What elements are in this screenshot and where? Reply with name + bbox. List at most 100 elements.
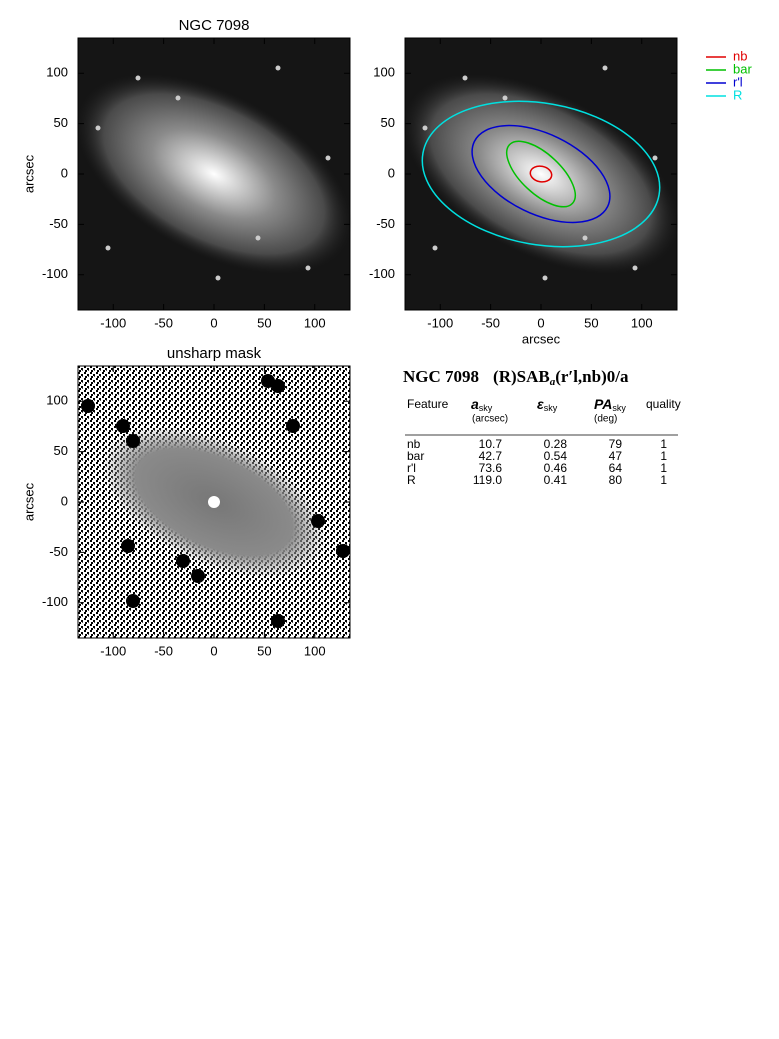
star: [95, 125, 101, 131]
table-cell: 80: [609, 473, 623, 487]
table-cell: 0.54: [544, 449, 568, 463]
table-header: quality: [646, 397, 681, 411]
table-cell: 1: [660, 461, 667, 475]
panel-title: NGC 7098: [179, 17, 250, 34]
star: [286, 419, 300, 433]
header-main: ε: [537, 396, 544, 412]
title-part: a: [550, 376, 556, 388]
star: [176, 554, 190, 568]
star: [215, 275, 221, 281]
y-tick-label: 100: [46, 393, 68, 408]
title-part: (R)SAB: [493, 367, 550, 386]
table-title: NGC 7098 (R)SABa(r′l,nb)0/a: [403, 367, 629, 388]
table-cell: 47: [609, 449, 623, 463]
star: [116, 419, 130, 433]
x-tick-label: 50: [584, 315, 598, 330]
header-main: Feature: [407, 397, 449, 411]
star: [462, 75, 468, 81]
y-tick-label: -100: [42, 594, 68, 609]
star: [255, 235, 261, 241]
feature-ellipse: [421, 100, 661, 248]
star: [325, 155, 331, 161]
header-sub: sky: [612, 403, 626, 413]
table-header: εsky: [537, 396, 558, 414]
y-tick-label: 0: [61, 165, 68, 180]
table-cell: R: [407, 473, 416, 487]
star: [311, 514, 325, 528]
table-cell: 64: [609, 461, 623, 475]
x-tick-label: 100: [631, 315, 653, 330]
table-cell: 0.28: [544, 437, 568, 451]
y-tick-label: -50: [49, 216, 68, 231]
x-tick-label: 50: [257, 643, 271, 658]
table-cell: 0.41: [544, 473, 568, 487]
star: [632, 265, 638, 271]
x-tick-label: 100: [304, 315, 326, 330]
table-header: PAsky: [594, 396, 626, 414]
table-cell: 79: [609, 437, 623, 451]
unsharp-core: [208, 496, 220, 508]
x-tick-label: 100: [304, 643, 326, 658]
y-tick-label: -100: [369, 266, 395, 281]
y-tick-label: 100: [373, 65, 395, 80]
feature-ellipse: [471, 124, 611, 224]
x-tick-label: 50: [257, 315, 271, 330]
y-tick-label: 0: [61, 493, 68, 508]
star: [81, 399, 95, 413]
header-main: PA: [594, 396, 612, 412]
table-cell: bar: [407, 449, 424, 463]
x-tick-label: -50: [154, 643, 173, 658]
panel-title: unsharp mask: [167, 345, 262, 362]
star: [275, 65, 281, 71]
header-unit: (deg): [594, 414, 617, 425]
star: [432, 245, 438, 251]
star: [542, 275, 548, 281]
star: [126, 594, 140, 608]
star: [422, 125, 428, 131]
header-unit: (arcsec): [472, 414, 508, 425]
title-part: (r′l,nb)0/a: [555, 367, 629, 386]
table-cell: nb: [407, 437, 421, 451]
star: [652, 155, 658, 161]
legend-label: bar: [733, 61, 752, 76]
y-axis-label: arcsec: [21, 482, 36, 521]
star: [261, 374, 275, 388]
x-tick-label: -50: [154, 315, 173, 330]
x-axis-label: arcsec: [522, 331, 561, 346]
star: [135, 75, 141, 81]
star: [191, 569, 205, 583]
x-tick-label: -50: [481, 315, 500, 330]
table-cell: 1: [660, 473, 667, 487]
table-header: asky: [471, 396, 493, 414]
y-tick-label: -50: [49, 544, 68, 559]
header-sub: sky: [544, 403, 558, 413]
table-cell: 0.46: [544, 461, 568, 475]
title-part: NGC 7098: [403, 367, 479, 386]
table-cell: r'l: [407, 461, 416, 475]
star: [271, 614, 285, 628]
star: [502, 95, 508, 101]
legend-label: r'l: [733, 74, 743, 89]
table-cell: 1: [660, 437, 667, 451]
y-axis-label: arcsec: [21, 154, 36, 193]
table-cell: 10.7: [479, 437, 503, 451]
star: [126, 434, 140, 448]
legend-label: R: [733, 87, 742, 102]
x-tick-label: -100: [427, 315, 453, 330]
star: [175, 95, 181, 101]
feature-ellipse: [529, 165, 553, 183]
star: [305, 265, 311, 271]
y-tick-label: -50: [376, 216, 395, 231]
x-tick-label: 0: [210, 643, 217, 658]
star: [582, 235, 588, 241]
legend-label: nb: [733, 48, 747, 63]
y-tick-label: 50: [54, 115, 68, 130]
table-cell: 1: [660, 449, 667, 463]
table-cell: 42.7: [479, 449, 503, 463]
table-header: Feature: [407, 397, 449, 411]
table-cell: 119.0: [473, 473, 502, 487]
y-tick-label: 50: [54, 443, 68, 458]
x-tick-label: 0: [537, 315, 544, 330]
header-sub: sky: [479, 403, 493, 413]
